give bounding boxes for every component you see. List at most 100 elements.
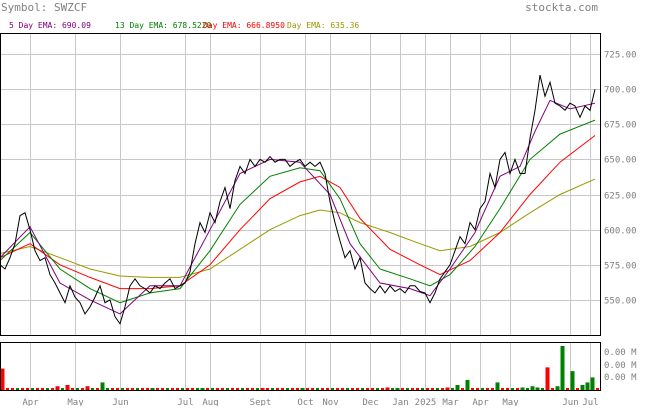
volume-baseline-tick	[96, 388, 99, 390]
y-tick-label: 575.00	[604, 262, 637, 272]
volume-baseline-tick	[26, 388, 29, 390]
y-tick-label: 725.00	[604, 51, 637, 61]
x-tick-label: Jul	[582, 398, 598, 406]
volume-baseline-tick	[321, 388, 324, 390]
volume-baseline-tick	[291, 388, 294, 390]
volume-baseline-tick	[501, 388, 504, 390]
volume-baseline-tick	[486, 388, 489, 390]
x-tick-label: Jan	[392, 398, 408, 406]
volume-bar	[100, 382, 105, 390]
volume-bar	[580, 384, 585, 390]
volume-baseline-tick	[511, 388, 514, 390]
volume-baseline-tick	[156, 388, 159, 390]
volume-baseline-tick	[166, 388, 169, 390]
volume-baseline-tick	[376, 388, 379, 390]
volume-bar	[260, 388, 265, 390]
x-tick-label: Oct	[297, 398, 313, 406]
x-tick-label: 2025	[415, 398, 437, 406]
volume-baseline-tick	[391, 388, 394, 390]
volume-baseline-tick	[381, 388, 384, 390]
volume-baseline-tick	[356, 388, 359, 390]
volume-baseline-tick	[491, 388, 494, 390]
volume-baseline-tick	[191, 388, 194, 390]
volume-baseline-tick	[276, 388, 279, 390]
volume-baseline-tick	[346, 388, 349, 390]
volume-baseline-tick	[41, 388, 44, 390]
volume-baseline-tick	[196, 388, 199, 390]
volume-baseline-tick	[236, 388, 239, 390]
volume-baseline-tick	[431, 388, 434, 390]
volume-baseline-tick	[351, 388, 354, 390]
volume-bar	[395, 388, 400, 390]
volume-baseline-tick	[116, 388, 119, 390]
volume-baseline-tick	[221, 388, 224, 390]
volume-baseline-tick	[211, 388, 214, 390]
volume-baseline-tick	[171, 388, 174, 390]
volume-bar	[55, 386, 60, 390]
x-tick-label: Apr	[22, 398, 39, 406]
x-tick-label: Aug	[202, 398, 218, 406]
volume-baseline-tick	[131, 388, 134, 390]
volume-baseline-tick	[311, 388, 314, 390]
x-tick-label: Apr	[472, 398, 489, 406]
legend-ema50: Day EMA: 635.36	[287, 21, 359, 30]
volume-baseline-tick	[161, 388, 164, 390]
x-tick-label: Nov	[322, 398, 338, 406]
legend-ema13: 13 Day EMA: 678.5220	[115, 21, 212, 30]
x-tick-label: Jun	[562, 398, 578, 406]
volume-baseline-tick	[566, 388, 569, 390]
volume-baseline-tick	[441, 388, 444, 390]
volume-panel-frame	[0, 342, 601, 391]
volume-baseline-tick	[111, 388, 114, 390]
volume-baseline-tick	[371, 388, 374, 390]
volume-bar	[385, 387, 390, 390]
volume-baseline-tick	[246, 388, 249, 390]
volume-bar	[200, 388, 205, 390]
volume-baseline-tick	[426, 388, 429, 390]
volume-bar	[590, 377, 595, 390]
volume-baseline-tick	[341, 388, 344, 390]
volume-baseline-tick	[551, 388, 554, 390]
volume-baseline-tick	[316, 388, 319, 390]
volume-baseline-tick	[91, 388, 94, 390]
volume-panel	[0, 346, 599, 390]
legend-ema26: Day EMA: 666.8950	[203, 21, 285, 30]
volume-bar	[545, 367, 550, 390]
volume-baseline-tick	[61, 388, 64, 390]
volume-baseline-tick	[576, 388, 579, 390]
x-tick-label: Mar	[442, 398, 459, 406]
volume-baseline-tick	[36, 388, 39, 390]
volume-bar	[570, 371, 575, 390]
volume-baseline-tick	[181, 388, 184, 390]
y-tick-label: 700.00	[604, 86, 637, 96]
volume-bar	[560, 346, 565, 390]
volume-baseline-tick	[6, 388, 9, 390]
grid	[0, 33, 600, 390]
volume-baseline-tick	[71, 388, 74, 390]
volume-bar	[520, 387, 525, 390]
volume-baseline-tick	[146, 388, 149, 390]
volume-baseline-tick	[451, 388, 454, 390]
volume-baseline-tick	[461, 388, 464, 390]
volume-baseline-tick	[141, 388, 144, 390]
x-tick-label: May	[67, 398, 84, 406]
volume-baseline-tick	[226, 388, 229, 390]
brand-label: stockta.com	[525, 1, 598, 14]
volume-baseline-tick	[331, 388, 334, 390]
volume-baseline-tick	[251, 388, 254, 390]
volume-baseline-tick	[326, 388, 329, 390]
volume-baseline-tick	[436, 388, 439, 390]
volume-baseline-tick	[366, 388, 369, 390]
x-tick-label: Jul	[177, 398, 193, 406]
volume-bar	[85, 386, 90, 390]
volume-bar	[495, 382, 500, 390]
symbol-label: Symbol: SWZCF	[1, 1, 87, 14]
volume-baseline-tick	[421, 388, 424, 390]
series-ema50-line	[0, 178, 596, 278]
volume-baseline-tick	[306, 388, 309, 390]
volume-baseline-tick	[126, 388, 129, 390]
volume-baseline-tick	[176, 388, 179, 390]
y-tick-label: 675.00	[604, 121, 637, 131]
x-tick-label: Dec	[362, 398, 378, 406]
